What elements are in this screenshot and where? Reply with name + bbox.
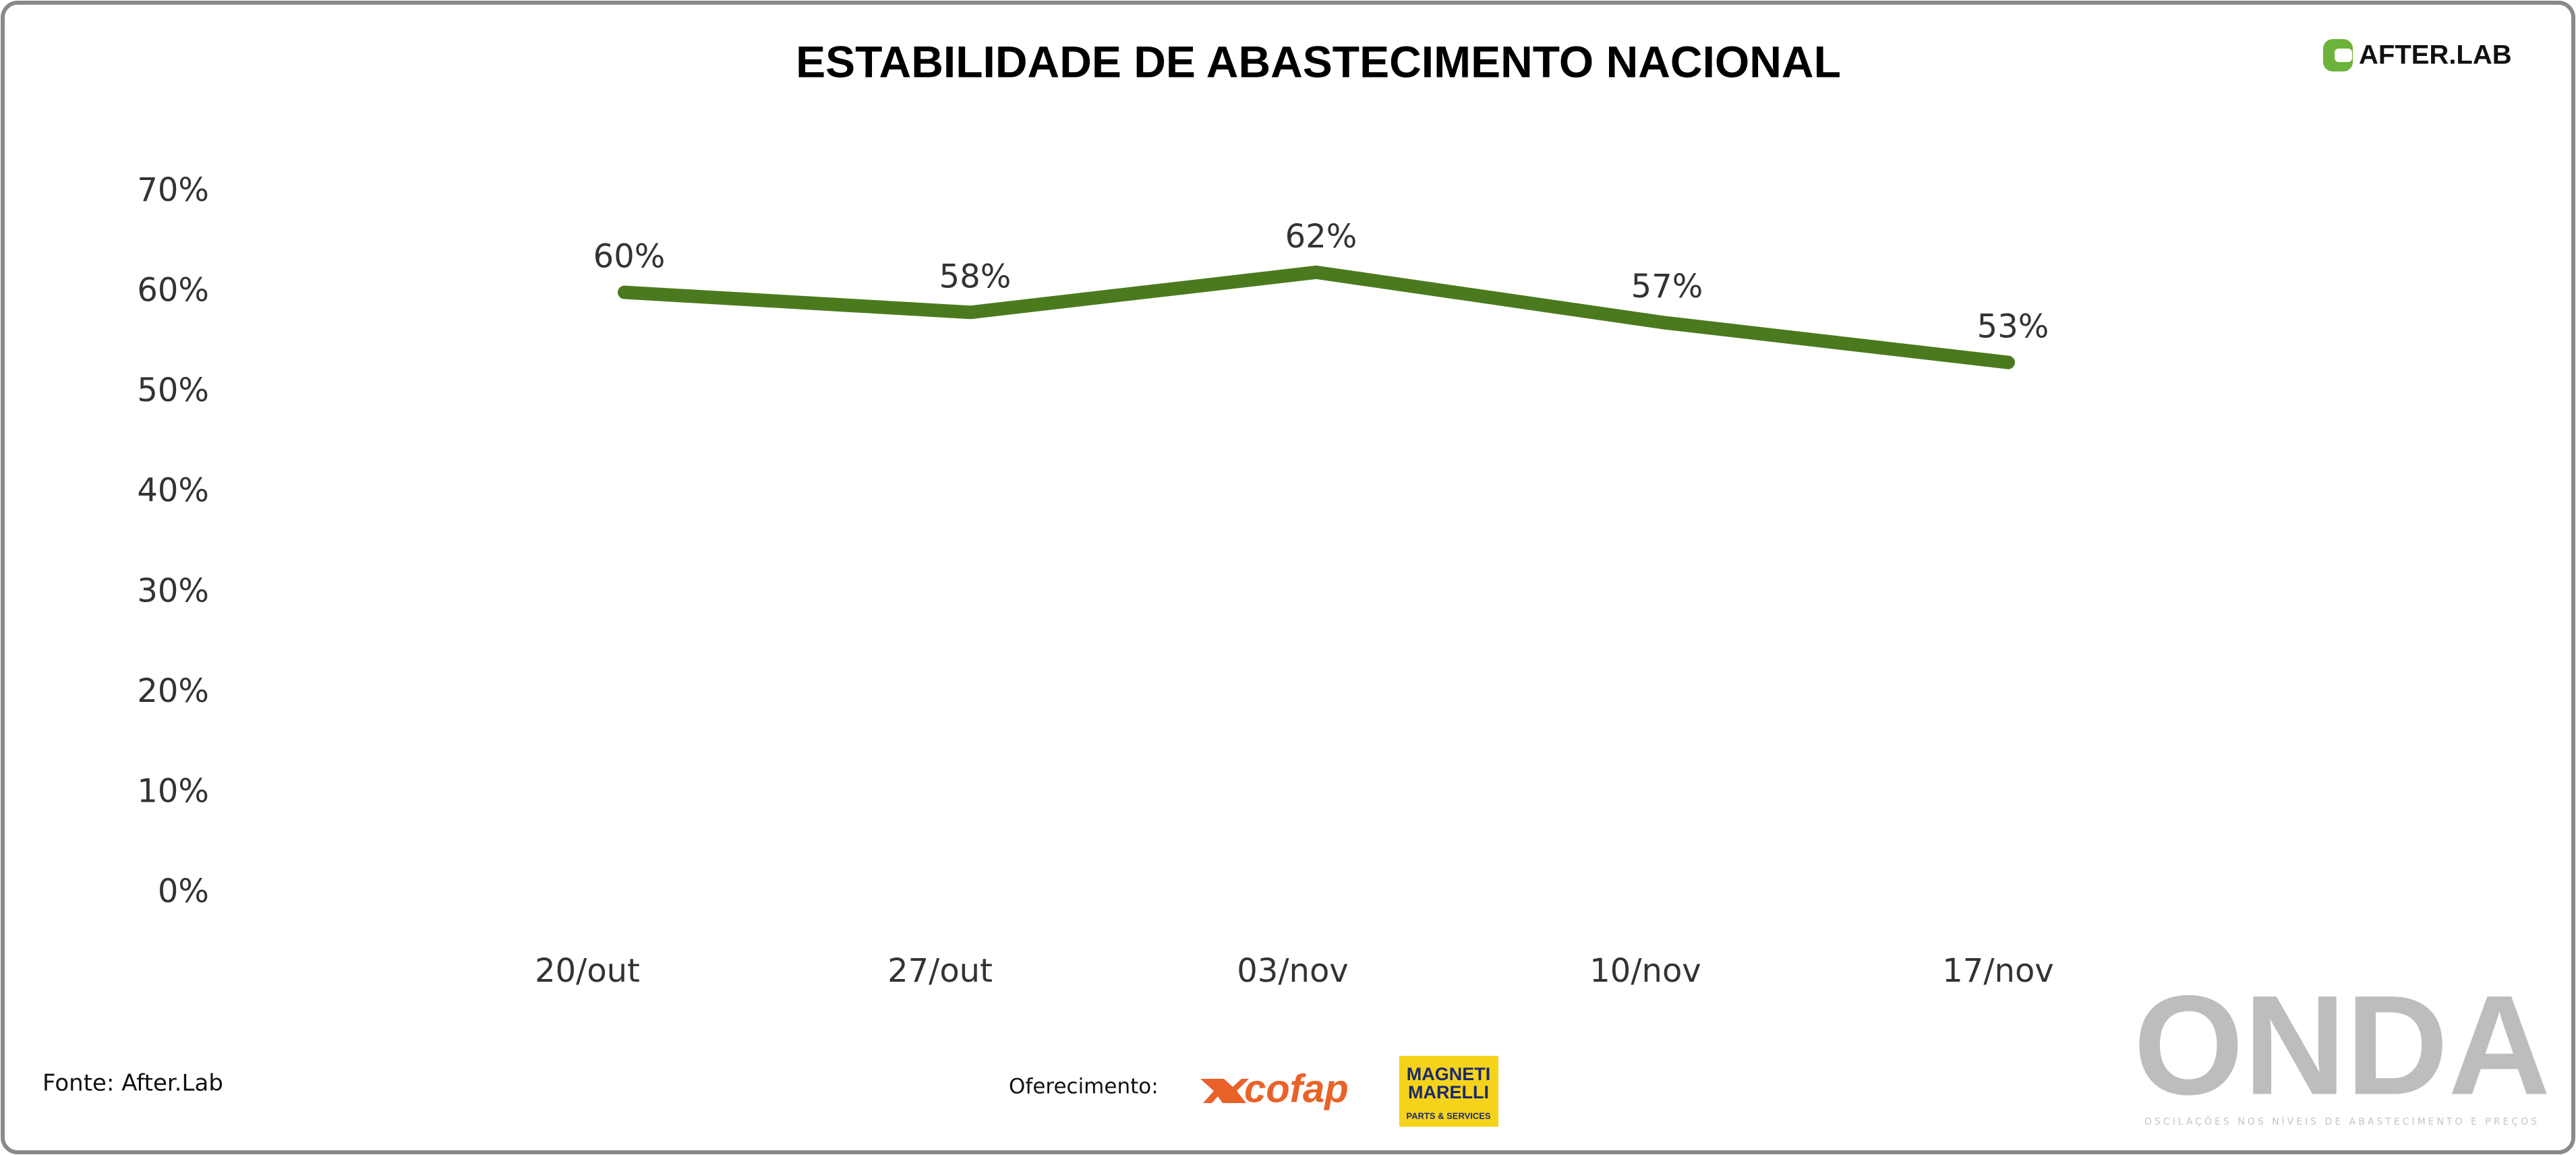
data-label: 62% bbox=[1285, 218, 1357, 256]
magneti-logo: MAGNETI MARELLI PARTS & SERVICES bbox=[1399, 1056, 1498, 1127]
x-tick-label: 10/nov bbox=[1589, 952, 1701, 990]
onda-logo: ONDA bbox=[2134, 966, 2550, 1124]
x-tick-label: 20/out bbox=[535, 952, 640, 990]
sponsor-label: Oferecimento: bbox=[1009, 1075, 1159, 1099]
y-tick-label: 20% bbox=[137, 672, 209, 710]
magneti-box bbox=[1399, 1056, 1498, 1127]
y-tick-label: 30% bbox=[137, 572, 209, 610]
parts-text: PARTS & SERVICES bbox=[1406, 1110, 1491, 1121]
x-tick-label: 03/nov bbox=[1237, 952, 1348, 990]
data-line bbox=[618, 265, 2015, 369]
x-tick-label: 17/nov bbox=[1942, 952, 2053, 990]
cofap-logo: cofap bbox=[1200, 1067, 1349, 1110]
onda-tagline: OSCILAÇÕES NOS NÍVEIS DE ABASTECIMENTO E… bbox=[2144, 1116, 2540, 1127]
data-label: 60% bbox=[593, 238, 666, 276]
brand-text: AFTER.LAB bbox=[2359, 40, 2512, 70]
y-tick-label: 50% bbox=[137, 372, 209, 409]
x-tick-label: 27/out bbox=[887, 952, 993, 990]
y-tick-label: 0% bbox=[158, 872, 209, 910]
brand-logo: AFTER.LAB bbox=[2323, 39, 2512, 71]
chart-title: ESTABILIDADE DE ABASTECIMENTO NACIONAL bbox=[796, 36, 1841, 86]
y-tick-label: 60% bbox=[137, 272, 209, 309]
y-tick-label: 10% bbox=[137, 772, 209, 810]
cofap-text: cofap bbox=[1244, 1067, 1349, 1110]
marelli-text: MARELLI bbox=[1408, 1082, 1489, 1102]
magneti-text: MAGNETI bbox=[1407, 1064, 1491, 1084]
y-tick-label: 70% bbox=[137, 171, 209, 209]
source-note: Fonte: After.Lab bbox=[42, 1070, 223, 1097]
data-label: 53% bbox=[1977, 308, 2049, 346]
data-label: 58% bbox=[939, 258, 1012, 295]
data-label: 57% bbox=[1631, 268, 1703, 305]
cofap-icon bbox=[1200, 1079, 1249, 1103]
y-tick-label: 40% bbox=[137, 472, 209, 510]
brand-icon-cut bbox=[2335, 49, 2352, 62]
